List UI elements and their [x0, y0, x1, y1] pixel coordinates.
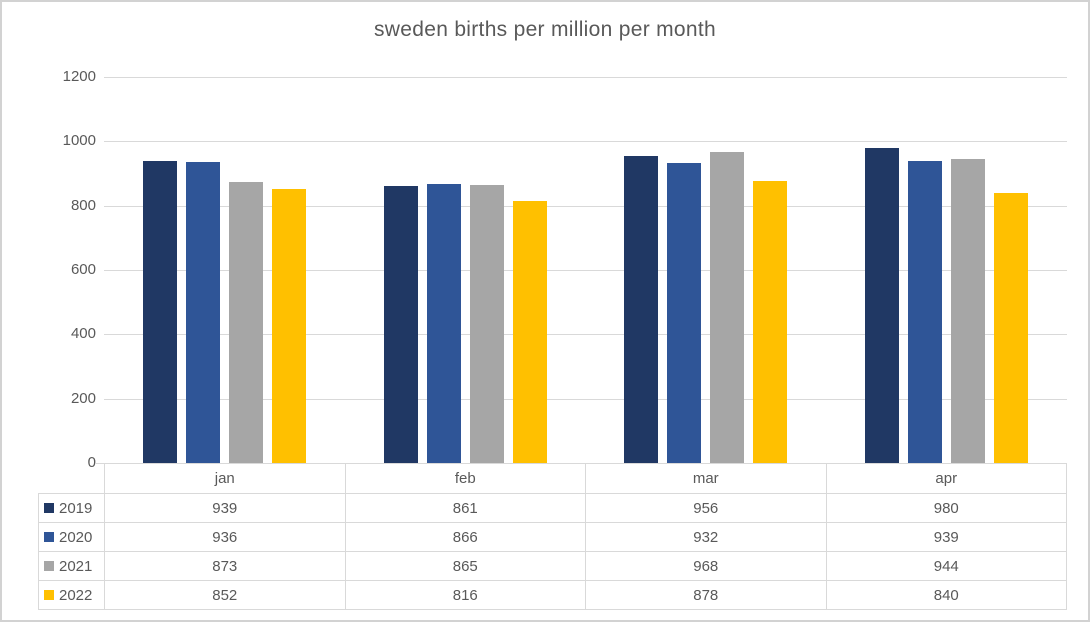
- table-cell-2022-jan: 852: [104, 580, 346, 610]
- table-corner-cell: [39, 464, 105, 494]
- table-cell-2021-mar: 968: [585, 551, 827, 581]
- table-row-2022: 2022 852 816 878 840: [38, 580, 1067, 610]
- y-axis-tick-label: 1200: [62, 68, 96, 85]
- bar-2022-mar[interactable]: [753, 180, 788, 463]
- column-header-feb: feb: [344, 463, 586, 494]
- column-header-apr: apr: [825, 463, 1067, 494]
- y-axis-tick-label: 600: [70, 261, 96, 278]
- bar-2019-jan[interactable]: [142, 160, 177, 463]
- y-axis-tick-label: 0: [87, 454, 96, 471]
- table-cell-2020-feb: 866: [344, 522, 586, 552]
- chart-title: sweden births per million per month: [374, 18, 716, 41]
- table-cell-2022-mar: 878: [585, 580, 827, 610]
- plot-area: [96, 77, 1067, 464]
- legend-swatch-2019: [44, 502, 54, 513]
- table-cell-2021-apr: 944: [825, 551, 1067, 581]
- table-cell-2019-apr: 980: [825, 493, 1067, 523]
- data-table-body: 2019 939 861 956 980 2020 936 866 932 939 2021 873 8…: [38, 493, 1067, 610]
- table-cell-2020-mar: 932: [585, 522, 827, 552]
- bar-2020-mar[interactable]: [667, 163, 702, 463]
- bar-2020-jan[interactable]: [185, 161, 220, 463]
- gridline: [104, 205, 1067, 207]
- bar-2021-jan[interactable]: [228, 182, 263, 463]
- bar-2022-feb[interactable]: [512, 200, 547, 463]
- gridline: [104, 334, 1067, 336]
- table-cell-2019-feb: 861: [344, 493, 586, 523]
- legend-swatch-2021: [44, 560, 54, 571]
- y-axis-tick-label: 200: [70, 389, 96, 407]
- table-cell-2019-mar: 956: [585, 493, 827, 523]
- bar-2022-apr[interactable]: [994, 192, 1029, 463]
- legend-swatch-2020: [44, 531, 54, 542]
- bar-2021-feb[interactable]: [469, 184, 504, 463]
- series-name: 2021: [59, 557, 93, 575]
- table-cell-2021-feb: 865: [344, 551, 586, 581]
- table-cell-2020-jan: 936: [104, 522, 346, 552]
- series-label-cell: 2021: [38, 551, 105, 581]
- bar-2021-apr[interactable]: [951, 159, 986, 463]
- legend-swatch-2022: [44, 589, 54, 600]
- bar-2019-feb[interactable]: [383, 186, 418, 463]
- data-table-header: jan feb mar apr: [39, 463, 1067, 494]
- table-cell-2019-jan: 939: [104, 493, 346, 523]
- bar-2021-mar[interactable]: [710, 151, 745, 463]
- y-axis-tick-label: 400: [70, 325, 96, 343]
- table-cell-2021-jan: 873: [104, 551, 346, 581]
- y-axis-tick-label: 800: [70, 196, 96, 214]
- series-name: 2020: [59, 528, 93, 546]
- table-row-2021: 2021 873 865 968 944: [38, 551, 1067, 581]
- table-cell-2022-apr: 840: [825, 580, 1067, 610]
- column-header-mar: mar: [585, 463, 827, 494]
- table-cell-2022-feb: 816: [344, 580, 586, 610]
- gridline: [104, 77, 1067, 78]
- series-name: 2019: [59, 499, 93, 517]
- bar-2020-apr[interactable]: [908, 160, 943, 463]
- bar-2020-feb[interactable]: [426, 184, 461, 463]
- y-axis-labels: 0 200 400 600 800 1000 1200: [2, 68, 96, 471]
- gridline: [104, 270, 1067, 271]
- table-cell-2020-apr: 939: [825, 522, 1067, 552]
- gridline: [104, 141, 1067, 143]
- series-label-cell: 2022: [38, 580, 105, 610]
- table-header-row: jan feb mar apr: [39, 463, 1067, 494]
- data-table: jan feb mar apr 2019 939 861 956 980 2020 936 866 9…: [38, 463, 1067, 610]
- bar-2019-mar[interactable]: [624, 155, 659, 463]
- series-label-cell: 2019: [38, 493, 105, 523]
- column-header-jan: jan: [104, 463, 346, 494]
- gridline: [104, 398, 1067, 400]
- table-row-2019: 2019 939 861 956 980: [38, 493, 1067, 523]
- y-axis-tick-label: 1000: [62, 132, 96, 150]
- bar-2019-apr[interactable]: [865, 147, 900, 463]
- series-label-cell: 2020: [38, 522, 105, 552]
- table-row-2020: 2020 936 866 932 939: [38, 522, 1067, 552]
- bar-2022-jan[interactable]: [271, 188, 306, 463]
- series-name: 2022: [59, 586, 93, 604]
